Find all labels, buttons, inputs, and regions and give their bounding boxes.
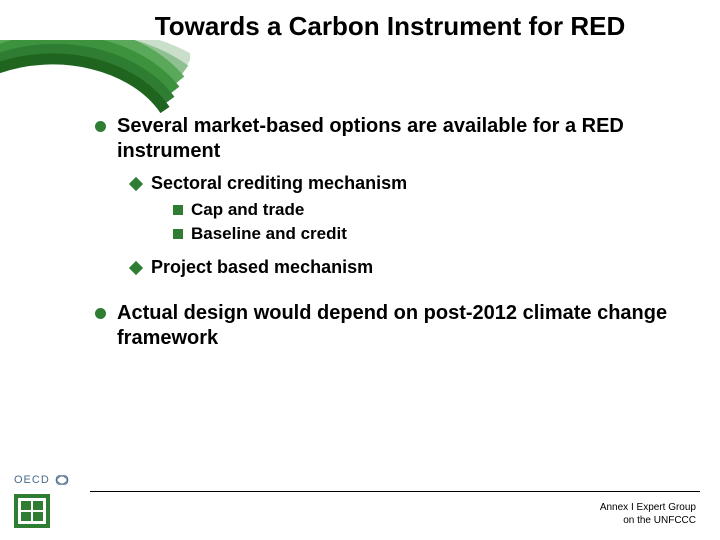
- bullet-level1: Actual design would depend on post-2012 …: [95, 301, 680, 351]
- footer-line2: on the UNFCCC: [600, 515, 696, 528]
- oecd-logo: OECD: [14, 474, 69, 486]
- slide-content: Several market-based options are availab…: [95, 114, 680, 359]
- bullet-level2: Project based mechanism: [131, 256, 680, 279]
- bullet-level1: Several market-based options are availab…: [95, 114, 680, 164]
- bullet-level3: Cap and trade: [173, 199, 680, 221]
- footer-divider: [90, 491, 700, 492]
- footer-text: Annex I Expert Group on the UNFCCC: [600, 502, 696, 527]
- footer-line1: Annex I Expert Group: [600, 502, 696, 515]
- slide-title: Towards a Carbon Instrument for RED: [100, 12, 680, 42]
- iea-logo: [14, 494, 50, 528]
- oecd-logo-text: OECD: [14, 474, 50, 486]
- bullet-level2: Sectoral crediting mechanism: [131, 172, 680, 195]
- bullet-level3: Baseline and credit: [173, 223, 680, 245]
